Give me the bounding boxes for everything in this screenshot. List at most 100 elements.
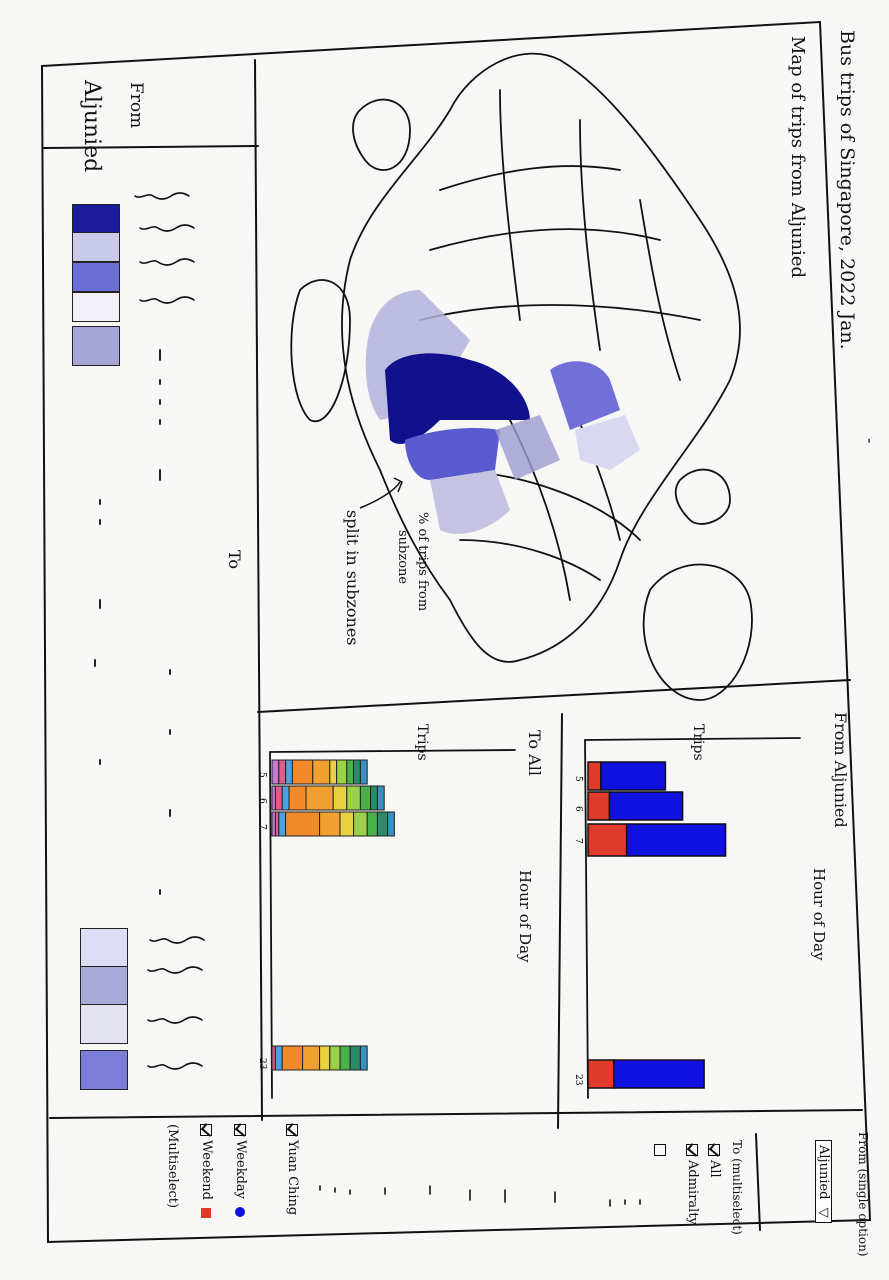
bar-segment[interactable] [285,759,293,785]
legend-dot-icon [235,1206,246,1217]
to-option-last[interactable]: Yuan Ching [285,1124,300,1215]
bar-segment[interactable] [336,759,348,785]
bar-segment[interactable] [281,785,290,811]
tick-label: 7 [573,838,583,844]
map-annotation-line2: subzone [395,530,410,585]
bar-segment[interactable] [353,759,361,785]
bar-segment[interactable] [271,811,276,837]
bar-segment[interactable] [319,1045,331,1071]
bar-segment[interactable] [305,785,334,811]
tick-label: 5 [257,772,267,778]
bar-segment[interactable] [271,785,276,811]
heatmap-cell[interactable] [80,1050,128,1090]
bar-segment[interactable] [291,759,314,785]
from-dropdown[interactable]: Aljunied ▽ [815,1140,832,1223]
to-option-last-label: Yuan Ching [285,1140,300,1216]
heatmap-cell[interactable] [80,928,128,968]
tick-label: 23 [573,1074,583,1086]
bar-segment[interactable] [274,1045,283,1071]
checkbox-icon[interactable] [654,1144,667,1156]
bar-segment[interactable] [346,785,361,811]
bar-segment[interactable] [353,811,368,837]
heatmap-cell[interactable] [72,292,120,322]
to-option[interactable] [653,1144,668,1160]
bar-segment[interactable] [274,811,280,837]
bar-segment[interactable] [608,791,684,821]
bar-segment[interactable] [359,1045,368,1071]
tick-label: 23 [257,1058,267,1070]
heatmap-cell[interactable] [72,326,120,366]
bar-segment[interactable] [366,811,378,837]
chevron-down-icon: ▽ [816,1203,831,1218]
chart-from-aljunied: 5 6 7 23 [573,761,727,1089]
heatmap-from-label: From [126,82,146,129]
heatmap-from-value: Aljunied [79,80,104,173]
bar-segment[interactable] [376,811,389,837]
legend-square-icon [201,1207,212,1218]
bar-segment[interactable] [339,1045,351,1071]
bar-segment[interactable] [359,759,368,785]
to-control-label: To (multiselect) [730,1140,744,1235]
chart-to-title: To All [525,730,544,776]
bar-segment[interactable] [288,785,307,811]
bar-segment[interactable] [587,791,611,821]
heatmap-to-label: To [225,550,244,570]
checkbox-icon[interactable] [708,1144,721,1156]
bar-segment[interactable] [319,811,341,837]
bar-segment[interactable] [339,811,355,837]
bar-segment[interactable] [587,761,602,791]
day-option[interactable]: Weekend [199,1124,214,1218]
bar-segment[interactable] [349,1045,361,1071]
bar-segment[interactable] [271,759,280,785]
bar-segment[interactable] [278,759,287,785]
to-option-label: All [707,1160,722,1178]
heatmap-cell[interactable] [72,204,120,234]
to-option[interactable]: Admiralty [685,1144,700,1225]
checkbox-icon[interactable] [200,1124,213,1136]
heatmap-cell[interactable] [72,262,120,292]
map-annotation-line1: % of trips from [415,512,430,612]
bar-segment[interactable] [274,785,283,811]
checkbox-icon[interactable] [234,1124,247,1136]
tick-label: 6 [573,806,583,812]
tick-label: 5 [573,776,583,782]
bar-segment[interactable] [625,823,727,857]
bar-segment[interactable] [600,761,667,791]
heatmap-cell[interactable] [80,966,128,1006]
heatmap-cell[interactable] [80,1004,128,1044]
bar-segment[interactable] [312,759,331,785]
to-option[interactable]: All [707,1144,722,1178]
bar-segment[interactable] [370,785,378,811]
bar-segment[interactable] [613,1059,705,1089]
bar-segment[interactable] [271,1045,276,1071]
day-option[interactable]: Weekday [233,1124,248,1217]
bar-segment[interactable] [285,811,321,837]
bar-segment[interactable] [281,1045,304,1071]
bar-segment[interactable] [387,811,395,837]
from-dropdown-value: Aljunied [816,1145,831,1200]
day-option-label: Weekday [233,1140,248,1199]
bar-segment[interactable] [329,1045,341,1071]
heatmap-cell[interactable] [72,232,120,262]
chart-from-xlabel: Hour of Day [810,868,828,961]
chart-to-all: 5 6 7 23 [257,759,395,1071]
bar-segment[interactable] [376,785,385,811]
map-annotation-line3: split in subzones [343,510,362,646]
close-mark[interactable]: - [861,438,880,444]
from-control-label: From (single option) [856,1132,870,1257]
bar-segment[interactable] [346,759,355,785]
chart-from-title: From Aljunied [831,712,850,828]
checkbox-icon[interactable] [686,1144,699,1156]
bar-segment[interactable] [329,759,338,785]
tick-label: 6 [257,798,267,804]
bar-segment[interactable] [332,785,348,811]
day-note: (Multiselect) [165,1124,180,1209]
bar-segment[interactable] [278,811,287,837]
bar-segment[interactable] [359,785,372,811]
bar-segment[interactable] [587,823,628,857]
checkbox-icon[interactable] [286,1124,299,1136]
bar-segment[interactable] [587,1059,615,1089]
day-option-label: Weekend [199,1140,214,1200]
singapore-outline [341,52,741,663]
bar-segment[interactable] [302,1045,321,1071]
